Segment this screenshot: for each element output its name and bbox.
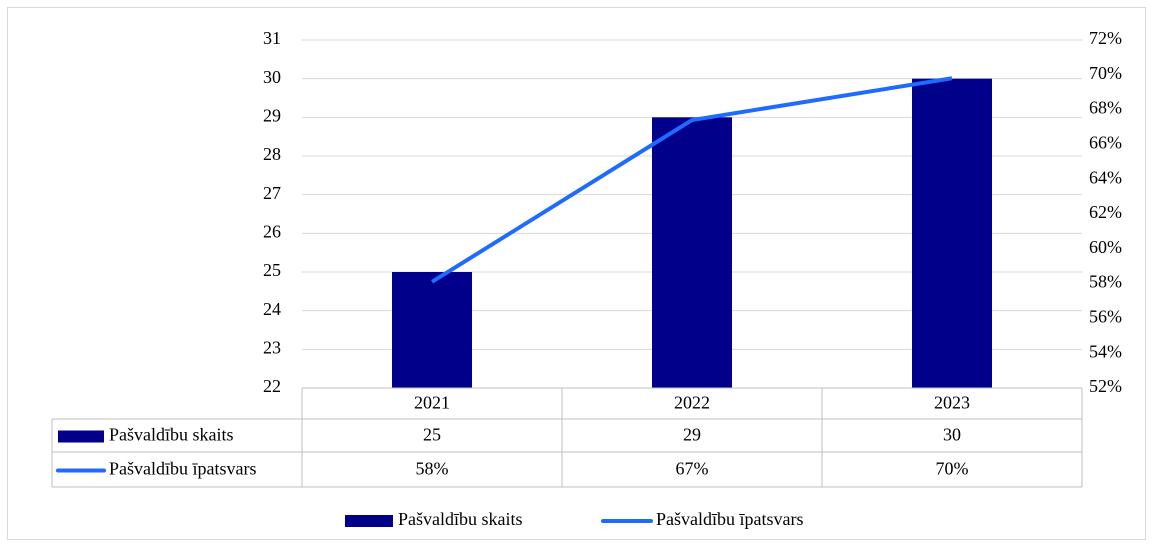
- y2-tick-label: 54%: [1089, 341, 1122, 361]
- y2-tick-label: 52%: [1089, 376, 1122, 396]
- y2-tick-label: 72%: [1089, 28, 1122, 48]
- y2-tick-label: 58%: [1089, 272, 1122, 292]
- table-cell: 29: [683, 425, 701, 445]
- table-cell: 70%: [936, 459, 969, 479]
- table-cell: 25: [423, 425, 441, 445]
- x-tick-label: 2022: [674, 393, 710, 413]
- y2-tick-label: 56%: [1089, 307, 1122, 327]
- y2-tick-label: 66%: [1089, 133, 1122, 153]
- y-tick-label: 25: [263, 260, 281, 280]
- legend-key: [58, 430, 104, 443]
- legend-key: [345, 515, 393, 527]
- table-row-label: Pašvaldību skaits: [109, 425, 234, 445]
- y2-tick-label: 64%: [1089, 167, 1122, 187]
- bar: [652, 117, 732, 388]
- table-cell: 58%: [416, 459, 449, 479]
- y-tick-label: 24: [263, 299, 281, 319]
- y-tick-label: 31: [263, 28, 281, 48]
- y-tick-label: 29: [263, 105, 281, 125]
- bar: [392, 272, 472, 388]
- y-tick-label: 28: [263, 144, 281, 164]
- x-tick-label: 2023: [934, 393, 970, 413]
- y-tick-label: 23: [263, 337, 281, 357]
- y2-tick-label: 60%: [1089, 237, 1122, 257]
- y-tick-label: 27: [263, 183, 281, 203]
- y2-tick-label: 70%: [1089, 63, 1122, 83]
- table-cell: 30: [943, 425, 961, 445]
- bar: [912, 78, 992, 389]
- y-tick-label: 26: [263, 221, 281, 241]
- y-tick-label: 30: [263, 67, 281, 87]
- legend-label: Pašvaldību īpatsvars: [656, 509, 803, 529]
- legend-label: Pašvaldību skaits: [398, 509, 523, 529]
- y2-tick-label: 68%: [1089, 98, 1122, 118]
- y-tick-label: 22: [263, 376, 281, 396]
- y2-tick-label: 62%: [1089, 202, 1122, 222]
- line: [430, 76, 953, 284]
- table-row-label: Pašvaldību īpatsvars: [109, 459, 256, 479]
- x-tick-label: 2021: [414, 393, 450, 413]
- table-cell: 67%: [676, 459, 709, 479]
